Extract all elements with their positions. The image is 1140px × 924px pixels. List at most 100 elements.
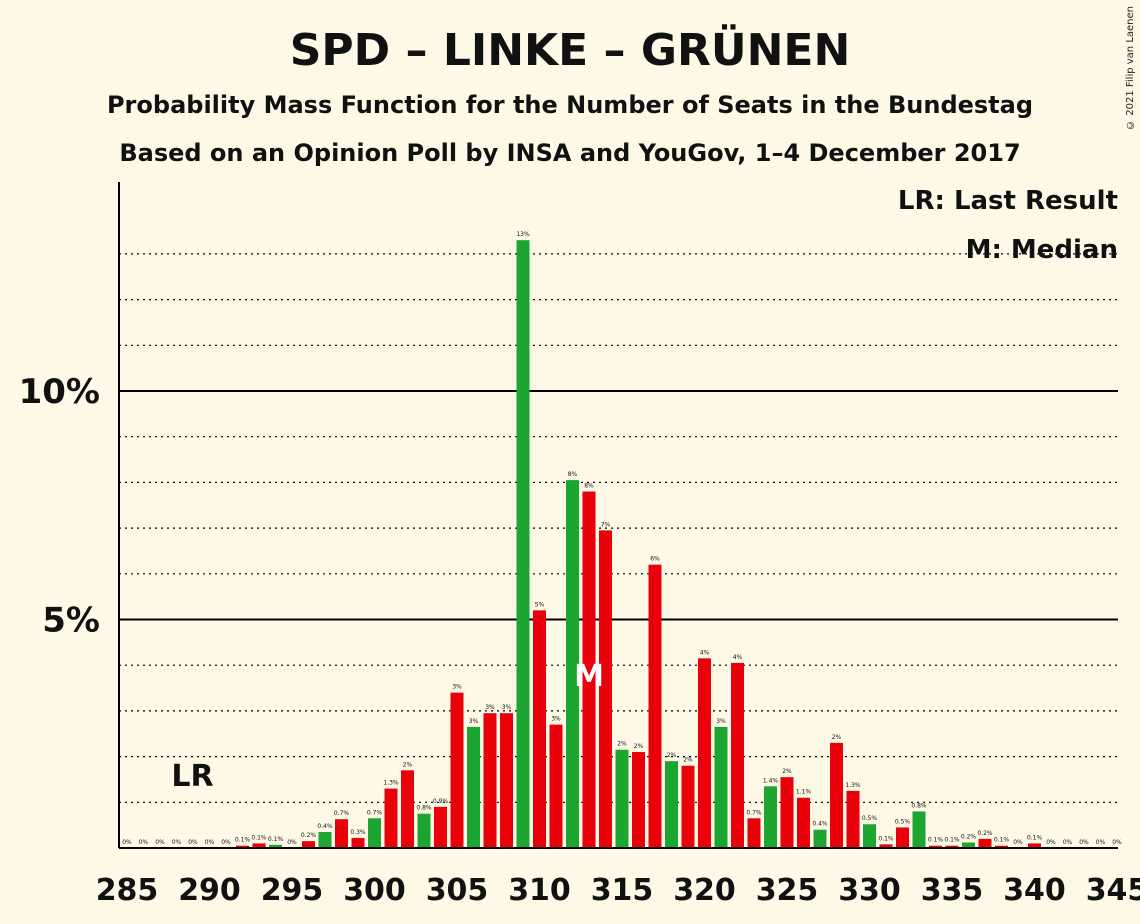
bar-327: [813, 829, 827, 848]
bar-label-288: 0%: [172, 839, 182, 846]
legend-last-result: LR: Last Result: [898, 186, 1118, 216]
y-tick-5: 5%: [42, 601, 100, 641]
bar-306: [467, 726, 480, 848]
bar-label-295: 0%: [287, 839, 297, 846]
bar-333: [912, 811, 926, 848]
x-tick-320: 320: [673, 873, 736, 908]
bar-label-325: 2%: [782, 768, 792, 775]
bar-label-317: 6%: [650, 556, 660, 563]
bar-label-324: 1.4%: [763, 777, 779, 784]
bar-label-303: 0.8%: [416, 805, 432, 812]
bar-307: [483, 713, 497, 848]
bar-label-315: 2%: [617, 741, 627, 748]
bar-label-308: 3%: [502, 704, 512, 711]
bar-304: [434, 806, 447, 848]
bar-300: [368, 818, 381, 848]
bar-317: [648, 564, 662, 848]
bar-label-293: 0.1%: [251, 834, 267, 841]
bar-311: [549, 724, 563, 848]
bar-329: [846, 790, 860, 848]
bar-299: [351, 837, 365, 848]
bar-308: [500, 713, 513, 848]
bar-label-344: 0%: [1096, 839, 1106, 846]
bar-315: [615, 749, 629, 848]
bar-label-338: 0.1%: [994, 837, 1010, 844]
bar-label-299: 0.3%: [350, 829, 366, 836]
chart-subtitle-1: Probability Mass Function for the Number…: [107, 91, 1033, 119]
bar-319: [681, 765, 695, 848]
bar-label-316: 2%: [634, 743, 644, 750]
bar-316: [632, 752, 645, 848]
bar-label-307: 3%: [485, 704, 495, 711]
bar-label-323: 0.7%: [746, 809, 762, 816]
bar-297: [318, 832, 332, 848]
bar-label-341: 0%: [1046, 839, 1056, 846]
bar-305: [450, 692, 464, 848]
bar-label-304: 0.9%: [433, 798, 449, 805]
bar-label-292: 0.1%: [235, 837, 251, 844]
bar-label-319: 2%: [683, 757, 693, 764]
bar-label-337: 0.2%: [977, 830, 993, 837]
bar-296: [302, 841, 315, 848]
x-tick-330: 330: [838, 873, 901, 908]
bar-label-334: 0.1%: [928, 837, 944, 844]
bar-label-321: 3%: [716, 718, 726, 725]
bar-label-340: 0.1%: [1027, 834, 1043, 841]
bar-label-298: 0.7%: [334, 810, 350, 817]
bar-334: [929, 845, 942, 848]
bar-label-311: 3%: [551, 716, 561, 723]
bar-332: [896, 827, 909, 848]
bar-label-326: 1.1%: [796, 789, 812, 796]
bar-label-330: 0.5%: [862, 815, 878, 822]
chart-subtitle-2: Based on an Opinion Poll by INSA and You…: [119, 139, 1020, 167]
bar-label-314: 7%: [601, 521, 611, 528]
bar-label-318: 2%: [667, 752, 677, 759]
x-tick-345: 345: [1086, 873, 1140, 908]
bar-318: [665, 761, 678, 848]
bar-314: [599, 530, 612, 848]
bar-label-300: 0.7%: [367, 809, 383, 816]
bar-label-333: 0.8%: [911, 802, 927, 809]
bar-label-329: 1.3%: [845, 782, 861, 789]
bar-313: [582, 491, 596, 848]
bar-label-291: 0%: [221, 839, 231, 846]
bar-label-328: 2%: [832, 734, 842, 741]
x-tick-310: 310: [508, 873, 571, 908]
x-tick-295: 295: [261, 873, 324, 908]
bar-325: [780, 777, 794, 848]
bar-294: [269, 844, 282, 848]
bar-320: [698, 658, 711, 848]
axes: 285 290 295 300 305 310 315 320 325 330 335 340 345 5…: [19, 182, 1140, 908]
bar-303: [417, 813, 431, 848]
bar-335: [945, 845, 959, 848]
bar-label-310: 5%: [535, 601, 545, 608]
bar-label-320: 4%: [700, 649, 710, 656]
bar-label-331: 0.1%: [878, 835, 894, 842]
bars: [236, 240, 1041, 848]
bar-312: [566, 480, 579, 848]
bar-326: [797, 797, 810, 848]
bar-330: [863, 824, 876, 848]
bar-label-287: 0%: [155, 839, 165, 846]
bar-label-297: 0.4%: [317, 823, 333, 830]
bar-328: [830, 742, 843, 848]
x-tick-305: 305: [426, 873, 489, 908]
bar-label-313: 8%: [584, 483, 594, 490]
bar-label-327: 0.4%: [812, 821, 828, 828]
bar-label-342: 0%: [1063, 839, 1073, 846]
bar-322: [731, 662, 744, 848]
x-tick-325: 325: [756, 873, 819, 908]
bar-label-286: 0%: [139, 839, 149, 846]
bar-label-336: 0.2%: [961, 834, 977, 841]
bar-340: [1028, 843, 1041, 848]
bar-label-294: 0.1%: [268, 836, 284, 843]
bar-321: [714, 726, 728, 848]
bar-labels: 0% 0% 0% 0% 0% 0% 0% 0.1% 0.1% 0.1% 0%0.2%0.4%0.7%…: [122, 231, 1122, 846]
bar-label-289: 0%: [188, 839, 198, 846]
x-tick-315: 315: [591, 873, 654, 908]
bar-293: [252, 843, 266, 848]
gridlines: [119, 253, 1118, 803]
bar-label-296: 0.2%: [301, 832, 317, 839]
bar-323: [747, 818, 761, 848]
